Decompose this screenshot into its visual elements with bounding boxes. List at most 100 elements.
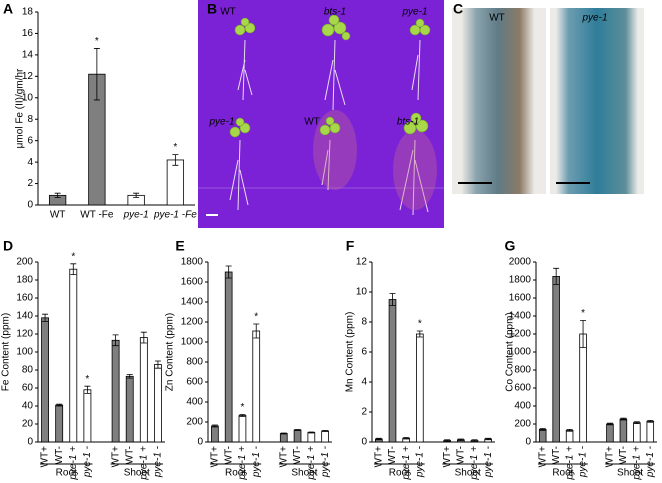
y-tick-label: 1000 [181,337,204,348]
y-tick-label: 600 [514,383,531,394]
image-label: WT [304,117,320,128]
bar [154,364,162,443]
x-tick-label: WT- [223,446,234,464]
error-bar [56,403,63,407]
image-label: pye-1 [401,7,427,18]
y-tick-label: 60 [22,383,34,394]
error-bar [93,48,100,101]
bar [211,425,219,443]
significance: * [173,142,177,153]
error-bar [253,323,260,339]
error-bar [70,263,77,275]
glow [393,130,437,210]
x-tick-label: WT- [618,446,629,464]
y-axis-label: μmol Fe (II)/gm/hr [15,68,26,148]
significance: * [240,402,244,413]
y-tick-label: 20 [22,419,34,430]
x-tick-label: WT+ [110,446,121,468]
bar [293,429,302,443]
error-bar [126,374,133,379]
y-tick-label: 14 [22,50,34,61]
scale-bar [206,214,218,216]
panel-label: D [3,238,13,254]
bar [252,330,261,443]
y-tick-label: 200 [16,257,33,268]
bar [125,375,134,443]
y-tick-label: 2000 [509,257,532,268]
x-tick-label: pye-1 - [414,445,425,478]
y-tick-label: 120 [16,329,33,340]
error-bar [485,437,492,441]
x-tick-label: WT- [551,446,562,464]
x-tick-label: pye-1 + [401,446,412,481]
group-label: Root [552,468,573,479]
x-tick-label: pye-1 + [237,446,248,481]
y-tick-label: 400 [186,397,203,408]
x-tick-label: pye-1 - [483,445,494,478]
error-bar [633,421,640,424]
error-bar [444,439,451,442]
x-tick-label: WT- [54,446,65,464]
significance: * [71,251,75,262]
error-bar [606,422,613,426]
y-tick-label: 4 [27,157,33,168]
error-bar [225,265,232,279]
error-bar [308,431,315,434]
error-bar [647,420,654,423]
x-tick-label: pye-1 - [251,445,262,478]
x-tick-label: WT- [124,446,135,464]
scale-bar [458,182,492,184]
error-bar [580,320,587,348]
error-bar [322,430,329,432]
x-tick-label: WT+ [278,446,289,468]
bar [619,418,628,443]
error-bar [375,437,382,441]
error-bar [553,267,560,285]
image-label: pye-1 [208,117,234,128]
y-tick-label: 12 [356,257,368,268]
significance: * [418,319,422,330]
bar [307,432,316,443]
y-tick-label: 800 [186,357,203,368]
bar [416,333,424,443]
leaves [229,14,431,138]
y-tick-label: 1000 [509,347,532,358]
significance: * [254,312,258,323]
error-bar [389,293,396,306]
panel-label: A [3,1,13,17]
y-tick-label: 80 [22,365,34,376]
error-bar [294,429,301,431]
y-tick-label: 0 [525,437,531,448]
y-tick-label: 2 [361,407,367,418]
y-tick-label: 4 [361,377,367,388]
x-tick-label: pye-1 + [138,446,149,481]
y-tick-label: 1200 [181,317,204,328]
bar [552,275,560,443]
x-tick-label: WT+ [442,446,453,468]
y-tick-label: 1800 [509,275,532,286]
y-tick-label: 1400 [509,311,532,322]
panel-label: F [346,238,355,254]
error-bar [84,385,91,394]
y-tick-label: 12 [22,71,34,82]
x-tick-label: pye-1 + [564,446,575,481]
significance: * [85,374,89,385]
y-tick-label: 140 [16,311,33,322]
y-tick-label: 1800 [181,257,204,268]
y-tick-label: 2 [27,178,33,189]
y-tick-label: 8 [27,114,33,125]
x-tick-label: pye-1 [123,210,149,221]
error-bar [42,313,49,322]
y-tick-label: 1600 [181,277,204,288]
bar [565,429,574,443]
x-tick-label: pye-1 + [469,446,480,481]
group-label: Shoot [617,468,643,479]
x-tick-label: WT- [292,446,303,464]
x-tick-label: WT- [455,446,466,464]
x-tick-label: WT- [387,446,398,464]
error-bar [539,428,546,431]
bar [55,404,64,443]
image-label: bts-1 [397,117,419,128]
error-bar [54,192,61,198]
